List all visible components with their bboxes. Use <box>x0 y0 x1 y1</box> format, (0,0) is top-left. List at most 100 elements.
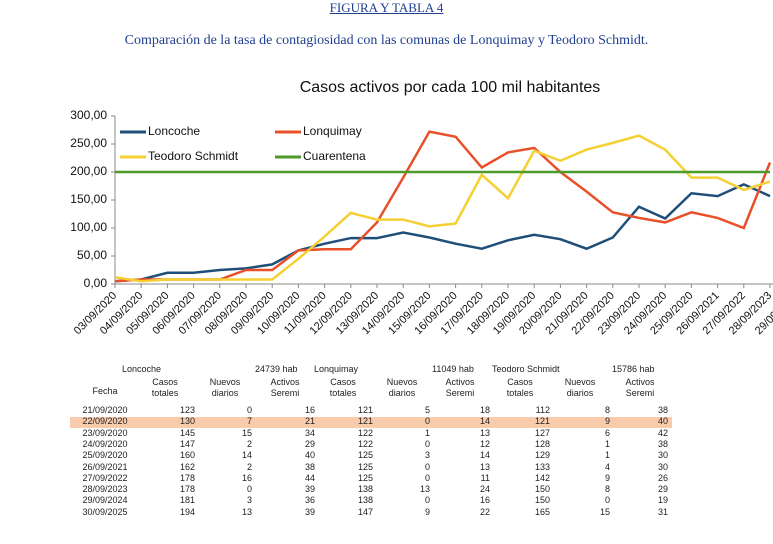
number-cell: 3 <box>424 450 430 461</box>
number-cell: 121 <box>534 416 550 427</box>
number-cell: 123 <box>179 405 195 415</box>
number-cell: 40 <box>304 450 315 461</box>
number-cell: 150 <box>534 484 550 495</box>
number-cell: 1 <box>604 450 610 461</box>
column-header: Activos Seremi <box>270 377 300 398</box>
number-cell: 9 <box>424 506 430 517</box>
row-highlight <box>70 417 672 428</box>
number-cell: 1 <box>604 438 610 449</box>
number-cell: 128 <box>534 438 550 449</box>
group-header: Teodoro Schmidt <box>492 364 560 374</box>
figure-label: FIGURA Y TABLA 4 <box>329 0 444 15</box>
number-cell: 125 <box>357 472 373 483</box>
number-cell: 7 <box>246 416 252 427</box>
number-cell: 181 <box>179 495 195 506</box>
number-cell: 112 <box>535 405 550 415</box>
number-cell: 29 <box>304 438 315 449</box>
group-header: Lonquimay <box>314 364 359 374</box>
number-cell: 9 <box>604 472 610 483</box>
number-cell: 12 <box>479 438 490 449</box>
number-cell: 44 <box>304 472 315 483</box>
number-cell: 0 <box>424 495 430 506</box>
number-cell: 29 <box>657 484 668 495</box>
number-cell: 1 <box>424 427 430 438</box>
number-cell: 122 <box>357 427 373 438</box>
number-cell: 16 <box>304 405 315 415</box>
chart-title: Casos activos por cada 100 mil habitante… <box>300 79 601 96</box>
date-cell: 25/09/2020 <box>82 450 128 461</box>
number-cell: 14 <box>479 416 490 427</box>
series-line <box>114 182 771 283</box>
number-cell: 13 <box>479 461 490 472</box>
date-cell: 24/09/2020 <box>82 438 128 449</box>
date-cell: 28/09/2023 <box>82 484 128 495</box>
number-cell: 13 <box>479 427 490 438</box>
column-header: Activos Seremi <box>445 377 475 398</box>
column-header: Fecha <box>92 386 118 396</box>
number-cell: 138 <box>357 484 373 495</box>
number-cell: 14 <box>479 450 490 461</box>
date-cell: 30/09/2025 <box>82 506 128 517</box>
number-cell: 194 <box>179 506 195 517</box>
number-cell: 142 <box>534 472 550 483</box>
date-cell: 29/09/2024 <box>82 495 128 506</box>
number-cell: 150 <box>534 495 550 506</box>
number-cell: 31 <box>657 506 668 517</box>
legend-label: Teodoro Schmidt <box>148 149 239 163</box>
column-header: Casos totales <box>329 377 357 398</box>
number-cell: 15 <box>241 427 252 438</box>
group-header: Loncoche <box>122 364 162 374</box>
group-header: 11049 hab <box>432 364 474 374</box>
number-cell: 130 <box>179 416 195 427</box>
y-tick-label: 150,00 <box>70 192 107 206</box>
number-cell: 16 <box>479 495 490 506</box>
number-cell: 5 <box>424 405 430 415</box>
number-cell: 165 <box>534 506 550 517</box>
number-cell: 178 <box>179 484 195 495</box>
number-cell: 147 <box>179 438 195 449</box>
date-cell: 26/09/2021 <box>82 461 128 472</box>
number-cell: 13 <box>419 484 430 495</box>
number-cell: 125 <box>357 450 373 461</box>
series-line <box>114 134 771 283</box>
number-cell: 15 <box>599 506 610 517</box>
series-line <box>114 130 772 283</box>
legend-label: Loncoche <box>148 124 200 138</box>
number-cell: 127 <box>534 427 550 438</box>
number-cell: 125 <box>357 461 373 472</box>
number-cell: 0 <box>424 461 430 472</box>
caption: Comparación de la tasa de contagiosidad … <box>124 33 649 48</box>
number-cell: 13 <box>241 506 252 517</box>
date-cell: 21/09/2020 <box>82 405 128 415</box>
number-cell: 8 <box>604 484 610 495</box>
number-cell: 0 <box>424 416 430 427</box>
number-cell: 138 <box>357 495 373 506</box>
y-tick-label: 0,00 <box>84 276 108 290</box>
number-cell: 121 <box>357 416 373 427</box>
number-cell: 16 <box>241 472 252 483</box>
number-cell: 8 <box>604 405 610 415</box>
y-tick-label: 250,00 <box>70 136 107 150</box>
y-tick-label: 200,00 <box>70 164 107 178</box>
number-cell: 129 <box>534 450 550 461</box>
number-cell: 0 <box>424 438 430 449</box>
number-cell: 21 <box>304 416 315 427</box>
date-cell: 22/09/2020 <box>82 416 128 427</box>
number-cell: 145 <box>179 427 195 438</box>
number-cell: 11 <box>480 472 490 483</box>
number-cell: 121 <box>357 405 373 415</box>
legend-label: Lonquimay <box>303 124 362 138</box>
number-cell: 162 <box>179 461 195 472</box>
number-cell: 0 <box>246 484 252 495</box>
date-cell: 23/09/2020 <box>82 427 128 438</box>
number-cell: 6 <box>604 427 610 438</box>
number-cell: 22 <box>479 506 490 517</box>
column-header: Casos totales <box>506 377 534 398</box>
number-cell: 9 <box>604 416 610 427</box>
column-header: Nuevos diarios <box>564 377 596 398</box>
number-cell: 3 <box>246 495 252 506</box>
number-cell: 19 <box>657 495 668 506</box>
group-header: 24739 hab <box>255 364 298 374</box>
number-cell: 178 <box>179 472 195 483</box>
